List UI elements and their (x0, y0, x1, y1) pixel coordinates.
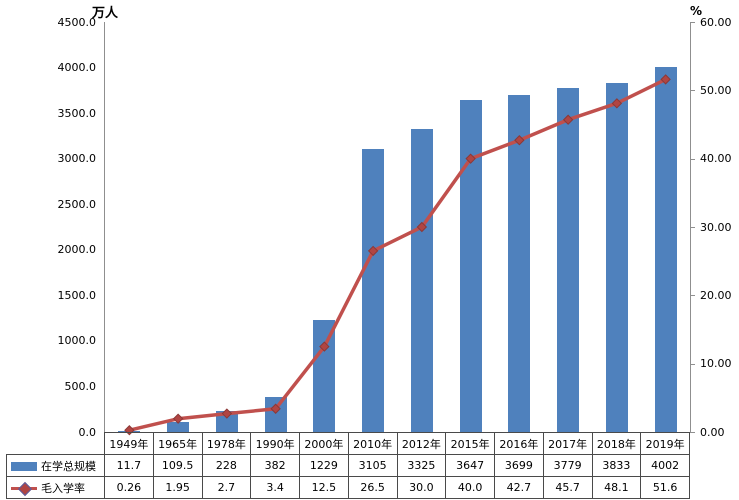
legend-row-label: 在学总规模 (6, 454, 105, 477)
bar-2015年 (459, 99, 482, 432)
value-cell: 4002 (640, 454, 690, 477)
right-axis-tick-label: 60.00 (700, 15, 732, 29)
year-header-cell: 2017年 (542, 432, 593, 455)
line-marker-2016年 (514, 135, 525, 146)
line-path (128, 77, 667, 432)
value-cell: 51.6 (640, 476, 690, 499)
value-cell: 3.4 (250, 476, 300, 499)
left-axis-tick-label: 3000.0 (57, 152, 97, 166)
year-header-cell: 1965年 (152, 432, 203, 455)
value-cell: 109.5 (152, 454, 203, 477)
bar-1990年 (264, 397, 287, 432)
value-cell: 1229 (299, 454, 349, 477)
year-header-cell: 1949年 (104, 432, 154, 455)
value-cell: 3699 (494, 454, 544, 477)
left-axis-tick-label: 1000.0 (57, 334, 97, 348)
plot-area (104, 22, 691, 436)
line-series (124, 74, 671, 436)
line-marker-2012年 (416, 221, 428, 233)
bar-2017年 (557, 87, 580, 432)
right-axis-tick-mark (690, 363, 695, 365)
line-marker-2019年 (660, 74, 671, 85)
table-row: 毛入学率 0.26 1.95 2.7 3.4 12.5 26.5 30.0 40.0 42.7 45… (6, 476, 690, 499)
right-axis-tick-mark (690, 158, 695, 160)
left-axis-tick-label: 500.0 (64, 379, 97, 393)
right-axis-tick-mark (690, 227, 695, 228)
bar-2000年 (313, 320, 336, 432)
year-header-cell: 2019年 (640, 432, 690, 455)
value-cell: 3779 (542, 454, 593, 477)
bar-2019年 (654, 67, 677, 432)
value-cell: 382 (250, 454, 300, 477)
year-header-cell: 2010年 (347, 432, 398, 455)
year-header-cell: 2012年 (396, 432, 447, 455)
data-table: 1949年 1965年 1978年 1990年 2000年 2010年 2012年 2015年… (6, 432, 690, 499)
line-marker-1978年 (221, 408, 233, 419)
line-marker-2000年 (319, 341, 330, 352)
value-cell: 40.0 (445, 476, 495, 499)
year-header-cell: 1990年 (250, 432, 300, 455)
bar-2010年 (362, 149, 385, 432)
value-cell: 48.1 (591, 476, 642, 499)
bar-2012年 (410, 129, 433, 432)
value-cell: 45.7 (542, 476, 593, 499)
legend-line-swatch-icon (11, 481, 37, 497)
value-cell: 26.5 (347, 476, 398, 499)
left-axis-tick-label: 2000.0 (57, 243, 97, 257)
line-marker-2015年 (465, 153, 476, 164)
value-cell: 3647 (445, 454, 495, 477)
left-axis-tick-label: 3500.0 (57, 106, 97, 120)
left-axis-tick-label: 4500.0 (57, 15, 97, 29)
left-axis-title: 万人 (91, 6, 118, 21)
value-cell: 42.7 (494, 476, 544, 499)
right-axis-tick-label: 10.00 (700, 357, 732, 371)
bar-1965年 (167, 422, 190, 432)
year-header-cell: 2015年 (445, 432, 495, 455)
legend-bar-swatch-icon (11, 462, 37, 471)
year-header-cell: 1978年 (201, 432, 252, 455)
right-axis-tick-mark (690, 295, 695, 297)
bar-2018年 (605, 82, 628, 432)
right-axis-tick-label: 50.00 (700, 83, 732, 97)
value-cell: 30.0 (396, 476, 447, 499)
value-cell: 3105 (347, 454, 398, 477)
right-axis-tick-label: 0.00 (700, 425, 725, 439)
series-name-label: 毛入学率 (41, 481, 85, 495)
right-axis-tick-mark (690, 432, 695, 433)
right-axis-tick-mark (690, 90, 695, 92)
legend-row-label: 毛入学率 (6, 476, 105, 499)
left-axis-tick-label: 2500.0 (57, 197, 97, 211)
year-header-cell: 2016年 (494, 432, 544, 455)
value-cell: 2.7 (201, 476, 252, 499)
line-marker-2010年 (367, 245, 379, 257)
value-cell: 11.7 (104, 454, 154, 477)
right-axis-tick-label: 30.00 (700, 220, 732, 234)
line-marker-1965年 (172, 413, 184, 424)
value-cell: 228 (201, 454, 252, 477)
line-marker-2017年 (562, 114, 574, 125)
value-cell: 3325 (396, 454, 447, 477)
right-axis-title: % (690, 4, 703, 18)
bar-2016年 (508, 94, 531, 432)
line-marker-1990年 (270, 403, 281, 414)
left-axis-tick-label: 0.0 (78, 425, 97, 439)
value-cell: 1.95 (152, 476, 203, 499)
right-axis-tick-label: 20.00 (700, 288, 732, 302)
left-axis-tick-label: 4000.0 (57, 61, 97, 75)
series-name-label: 在学总规模 (41, 459, 96, 473)
line-marker-2018年 (611, 98, 623, 109)
year-header-cell: 2018年 (591, 432, 642, 455)
value-cell: 0.26 (104, 476, 154, 499)
left-axis-tick-label: 1500.0 (57, 288, 97, 302)
table-row: 在学总规模 11.7 109.5 228 382 1229 3105 3325 3647 3699… (6, 454, 690, 477)
bar-1978年 (215, 411, 238, 432)
value-cell: 12.5 (299, 476, 349, 499)
right-axis-tick-mark (690, 22, 695, 23)
year-header-cell: 2000年 (299, 432, 349, 455)
right-axis-tick-label: 40.00 (700, 152, 732, 166)
value-cell: 3833 (591, 454, 642, 477)
